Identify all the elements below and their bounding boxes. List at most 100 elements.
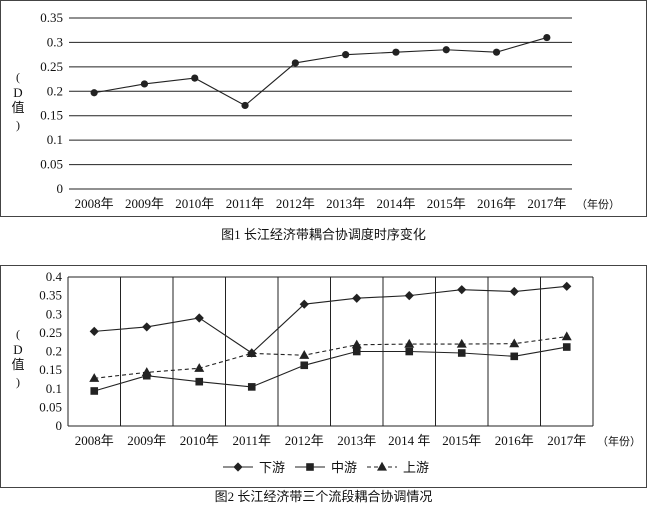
x-tick-label: 2016年	[495, 433, 534, 448]
data-point-s0-9	[543, 33, 551, 42]
y-tick-label: 0.3	[47, 34, 63, 49]
y-axis-paren-close: )	[16, 118, 20, 132]
data-point-s0-4	[299, 299, 309, 309]
y-tick-label: 0.1	[46, 381, 62, 396]
data-point-s0-2	[194, 313, 204, 323]
chart-2: 0 0.05 0.1 0.15 0.2 0.25 0.3 0.35 0.4 2008年 2009年 2…	[11, 269, 641, 475]
data-point-s1-7	[457, 349, 466, 357]
y-axis-paren-open: (	[16, 70, 20, 84]
data-point-s0-6	[404, 291, 414, 301]
y-tick-label: 0.35	[39, 288, 62, 303]
data-point-s0-8	[492, 48, 501, 56]
x-tick-label: 2015年	[442, 433, 481, 448]
x-tick-label: 2010年	[180, 433, 219, 448]
chart-1: 0 0.05 0.1 0.15 0.2 0.25 0.3 0.35 2008年 2009年 2010…	[11, 10, 620, 211]
data-point-s0-3	[241, 101, 249, 110]
x-tick-label: 2017年	[527, 196, 566, 211]
data-point-s1-4	[300, 361, 309, 370]
y-axis-label-char: 值	[11, 100, 24, 115]
y-axis-label: (D值)	[11, 327, 24, 389]
x-tick-label: 2014 年	[388, 433, 430, 448]
legend-marker	[377, 461, 387, 471]
x-tick-label: 2009年	[125, 196, 164, 211]
data-point-s2-9	[561, 331, 572, 341]
data-point-s0-5	[352, 293, 362, 303]
y-axis-label-char: 值	[11, 357, 24, 372]
y-tick-label: 0.4	[46, 269, 63, 284]
y-tick-label: 0.3	[46, 306, 62, 321]
data-point-s0-9	[562, 281, 572, 291]
data-point-s1-9	[562, 343, 571, 351]
data-point-s2-1	[141, 367, 152, 376]
data-point-s1-3	[247, 383, 256, 391]
data-point-s0-8	[509, 286, 519, 297]
legend-label: 下游	[259, 460, 285, 475]
x-axis-label: （年份）	[576, 197, 620, 211]
x-tick-label: 2013年	[337, 433, 376, 448]
data-point-s1-8	[510, 352, 519, 361]
y-tick-label: 0.25	[39, 325, 62, 340]
x-tick-label: 2010年	[175, 196, 214, 211]
data-point-s1-0	[90, 387, 99, 395]
x-tick-label: 2008年	[75, 196, 114, 211]
data-point-s2-3	[246, 348, 257, 357]
y-tick-label: 0	[57, 181, 64, 196]
x-tick-label: 2017年	[547, 433, 586, 448]
y-axis-paren-close: )	[16, 375, 20, 389]
data-point-s0-5	[342, 51, 350, 59]
data-point-s2-4	[299, 350, 310, 359]
x-tick-label: 2014年	[376, 196, 415, 211]
data-point-s0-4	[291, 59, 299, 67]
y-axis-label-char: D	[13, 342, 22, 357]
series-line-0	[94, 285, 567, 354]
x-tick-label: 2015年	[427, 196, 466, 211]
y-tick-label: 0.1	[47, 132, 63, 147]
data-point-s2-5	[351, 339, 362, 349]
chart-panel-2: 0 0.05 0.1 0.15 0.2 0.25 0.3 0.35 0.4 2008年 2009年 2…	[0, 265, 647, 488]
legend-label: 中游	[331, 460, 357, 475]
data-point-s0-7	[457, 285, 467, 295]
y-tick-label: 0.05	[39, 399, 62, 414]
y-tick-label: 0.05	[40, 157, 63, 172]
y-tick-label: 0.25	[40, 59, 63, 74]
y-tick-label: 0	[56, 418, 63, 433]
legend-item-2: 上游	[367, 460, 429, 475]
data-point-s0-7	[442, 46, 450, 54]
data-point-s0-0	[89, 326, 99, 336]
legend-marker	[233, 462, 243, 472]
x-tick-label: 2008年	[75, 433, 114, 448]
data-point-s0-6	[392, 48, 400, 56]
data-point-s0-1	[142, 322, 152, 332]
y-tick-label: 0.2	[47, 83, 63, 98]
data-point-s2-7	[456, 338, 467, 348]
data-point-s2-2	[194, 363, 205, 372]
data-point-s1-5	[352, 347, 361, 356]
data-point-s0-0	[90, 89, 98, 97]
x-tick-label: 2011年	[226, 196, 265, 211]
chart-panel-1: 0 0.05 0.1 0.15 0.2 0.25 0.3 0.35 2008年 2009年 2010…	[0, 0, 647, 217]
x-axis-label: （年份）	[597, 434, 641, 448]
data-point-s1-2	[195, 377, 204, 386]
y-axis-label-char: D	[13, 85, 22, 100]
data-point-s2-0	[89, 373, 100, 382]
x-tick-label: 2012年	[285, 433, 324, 448]
data-point-s2-6	[404, 338, 415, 348]
data-point-s0-2	[191, 74, 199, 82]
legend-item-0: 下游	[223, 460, 285, 475]
series-line-2	[94, 336, 567, 379]
figure-2-caption: 图2 长江经济带三个流段耦合协调情况	[214, 489, 433, 504]
y-tick-label: 0.15	[39, 362, 62, 377]
x-tick-label: 2013年	[326, 196, 365, 211]
y-axis-paren-open: (	[16, 327, 20, 341]
x-tick-label: 2011年	[232, 433, 271, 448]
data-point-s1-6	[405, 347, 414, 356]
data-point-s2-8	[509, 338, 520, 348]
series-line-0	[94, 37, 548, 107]
x-tick-label: 2009年	[127, 433, 166, 448]
legend-item-1: 中游	[295, 460, 357, 475]
y-tick-label: 0.35	[40, 10, 63, 25]
y-tick-label: 0.2	[46, 344, 62, 359]
legend-label: 上游	[403, 460, 429, 475]
y-tick-label: 0.15	[40, 108, 63, 123]
legend-marker	[306, 463, 314, 471]
